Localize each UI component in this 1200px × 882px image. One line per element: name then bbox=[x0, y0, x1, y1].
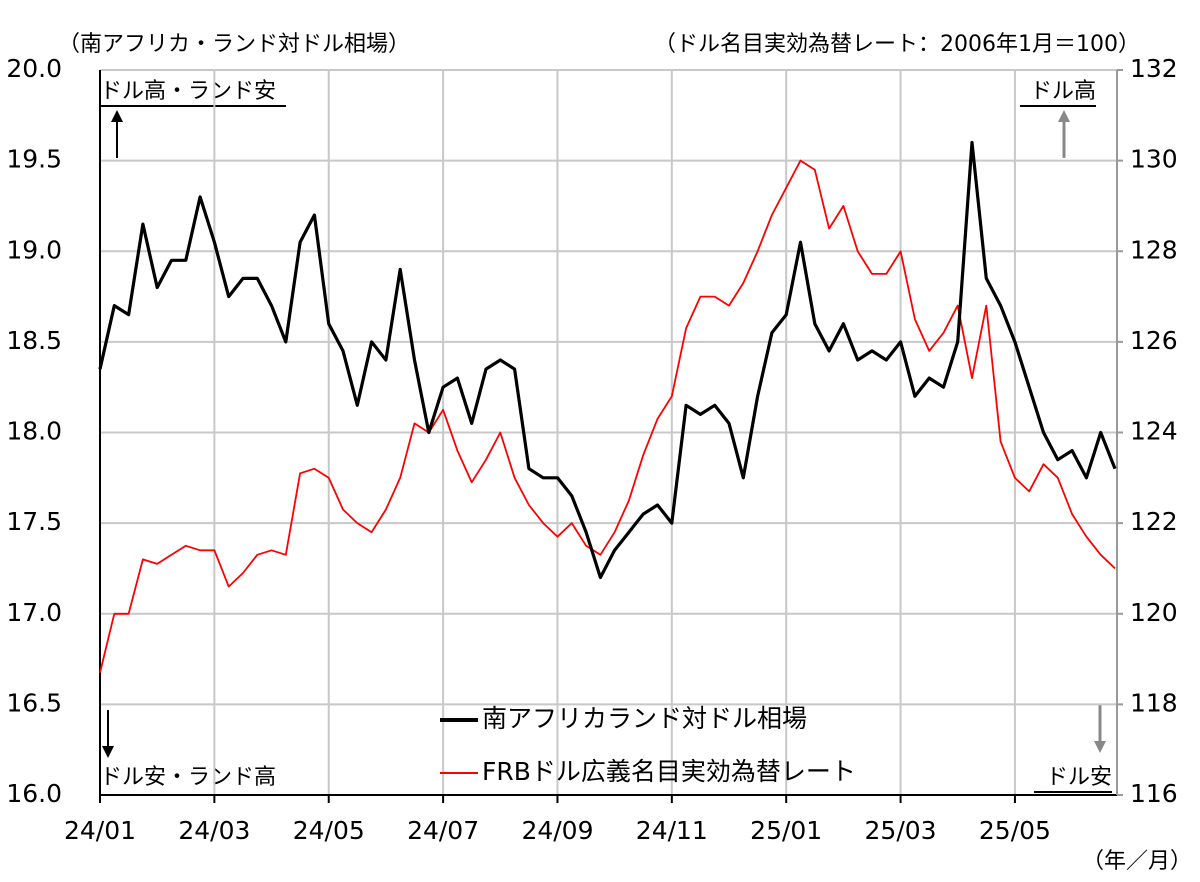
x-tick-label: 25/05 bbox=[979, 816, 1051, 845]
legend-label: FRBドル広義名目実効為替レート bbox=[482, 757, 856, 786]
y2-axis-title: （ドル名目実効為替レート：2006年1月＝100） bbox=[654, 32, 1140, 57]
x-tick-label: 24/05 bbox=[293, 816, 365, 845]
legend-label: 南アフリカランド対ドル相場 bbox=[482, 704, 807, 733]
x-tick-label: 25/03 bbox=[865, 816, 937, 845]
arrows bbox=[102, 110, 1106, 758]
annotation: ドル安・ランド高 bbox=[100, 765, 276, 790]
grid bbox=[99, 69, 1117, 796]
x-tick-label: 25/01 bbox=[750, 816, 822, 845]
x-tick-label: 24/09 bbox=[521, 816, 593, 845]
y2-tick-label: 130 bbox=[1130, 145, 1178, 174]
y2-tick-label: 124 bbox=[1130, 417, 1178, 446]
y-tick-label: 17.5 bbox=[6, 507, 62, 536]
x-tick-label: 24/11 bbox=[636, 816, 708, 845]
y-tick-label: 18.5 bbox=[6, 326, 62, 355]
y2-tick-label: 116 bbox=[1130, 779, 1178, 808]
y-tick-label: 16.5 bbox=[6, 688, 62, 717]
y2-tick-label: 122 bbox=[1130, 507, 1178, 536]
y2-tick-label: 128 bbox=[1130, 235, 1178, 264]
y-axis-title: （南アフリカ・ランド対ドル相場） bbox=[58, 32, 410, 57]
y-tick-label: 20.0 bbox=[6, 54, 62, 83]
y-tick-label: 19.5 bbox=[6, 145, 62, 174]
y2-tick-label: 126 bbox=[1130, 326, 1178, 355]
annotation: ドル高・ランド安 bbox=[100, 79, 276, 104]
annotation: ドル高 bbox=[1030, 79, 1096, 104]
x-axis-title: （年／月） bbox=[1082, 849, 1192, 874]
annotation: ドル安 bbox=[1046, 765, 1112, 790]
y-tick-label: 17.0 bbox=[6, 598, 62, 627]
x-tick-label: 24/01 bbox=[64, 816, 136, 845]
x-tick-label: 24/03 bbox=[178, 816, 250, 845]
y2-tick-label: 132 bbox=[1130, 54, 1178, 83]
series-line bbox=[99, 159, 1116, 673]
y-tick-label: 16.0 bbox=[6, 779, 62, 808]
x-tick-label: 24/07 bbox=[407, 816, 479, 845]
y-tick-label: 18.0 bbox=[6, 417, 62, 446]
y2-tick-label: 120 bbox=[1130, 598, 1178, 627]
y-tick-label: 19.0 bbox=[6, 235, 62, 264]
series-line bbox=[98, 140, 1117, 580]
y2-tick-label: 118 bbox=[1130, 688, 1178, 717]
